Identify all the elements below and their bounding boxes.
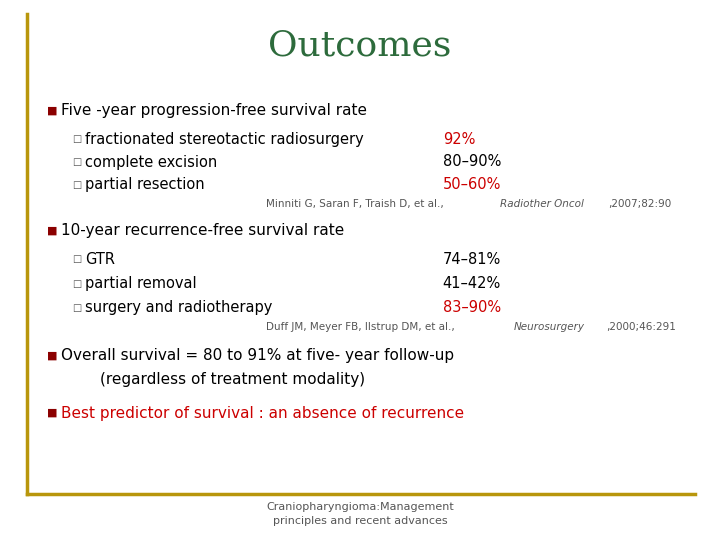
Text: complete excision: complete excision	[85, 154, 217, 170]
Text: 50–60%: 50–60%	[443, 177, 501, 192]
Text: Overall survival = 80 to 91% at five- year follow-up: Overall survival = 80 to 91% at five- ye…	[61, 348, 454, 363]
Text: ,2007;82:90: ,2007;82:90	[608, 199, 672, 209]
Text: 10-year recurrence-free survival rate: 10-year recurrence-free survival rate	[61, 223, 344, 238]
Text: □: □	[72, 180, 81, 190]
Text: □: □	[72, 157, 81, 167]
Text: 83–90%: 83–90%	[443, 300, 501, 315]
Text: Five -year progression-free survival rate: Five -year progression-free survival rat…	[61, 103, 367, 118]
Text: 92%: 92%	[443, 132, 475, 147]
Text: □: □	[72, 279, 81, 288]
Text: □: □	[72, 254, 81, 264]
Text: ■: ■	[47, 226, 58, 235]
Text: ■: ■	[47, 350, 58, 360]
Text: GTR: GTR	[85, 252, 115, 267]
Text: 41–42%: 41–42%	[443, 276, 501, 291]
Text: ■: ■	[47, 106, 58, 116]
Text: partial resection: partial resection	[85, 177, 204, 192]
Text: 80–90%: 80–90%	[443, 154, 501, 170]
Text: Neurosurgery: Neurosurgery	[514, 322, 585, 332]
Text: Craniopharyngioma:Management
principles and recent advances: Craniopharyngioma:Management principles …	[266, 502, 454, 526]
Text: fractionated stereotactic radiosurgery: fractionated stereotactic radiosurgery	[85, 132, 364, 147]
Text: □: □	[72, 303, 81, 313]
Text: 74–81%: 74–81%	[443, 252, 501, 267]
Text: (regardless of treatment modality): (regardless of treatment modality)	[61, 372, 365, 387]
Text: ,2000;46:291: ,2000;46:291	[606, 322, 675, 332]
Text: partial removal: partial removal	[85, 276, 197, 291]
Text: Radiother Oncol: Radiother Oncol	[500, 199, 584, 209]
Text: Best predictor of survival : an absence of recurrence: Best predictor of survival : an absence …	[61, 406, 464, 421]
Text: Duff JM, Meyer FB, Ilstrup DM, et al.,: Duff JM, Meyer FB, Ilstrup DM, et al.,	[266, 322, 459, 332]
Text: Outcomes: Outcomes	[269, 29, 451, 63]
Text: □: □	[72, 134, 81, 144]
Text: surgery and radiotherapy: surgery and radiotherapy	[85, 300, 272, 315]
Text: Minniti G, Saran F, Traish D, et al.,: Minniti G, Saran F, Traish D, et al.,	[266, 199, 447, 209]
Text: ■: ■	[47, 408, 58, 418]
